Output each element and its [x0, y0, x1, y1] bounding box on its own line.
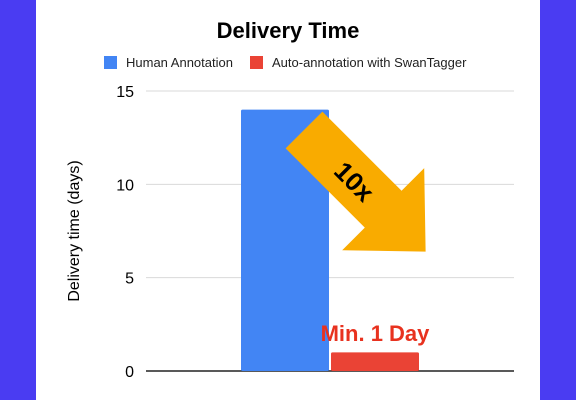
- annotations: 10x Min. 1 Day: [285, 111, 431, 346]
- legend-swatch-auto: [250, 56, 263, 69]
- y-axis-label: Delivery time (days): [66, 160, 83, 301]
- bar-human-annotation: [241, 109, 329, 372]
- y-tick-label: 10: [116, 177, 134, 194]
- legend-label-auto: Auto-annotation with SwanTagger: [272, 55, 467, 70]
- legend: Human Annotation Auto-annotation with Sw…: [104, 55, 467, 70]
- chart-panel: 0 5 10 15 10x Min. 1 Day Delivery Time Human…: [36, 0, 540, 400]
- legend-label-human: Human Annotation: [126, 55, 233, 70]
- y-tick-label: 5: [125, 271, 134, 288]
- min-delivery-callout: Min. 1 Day: [321, 321, 431, 346]
- delivery-time-chart: 0 5 10 15 10x Min. 1 Day Delivery Time Human…: [66, 18, 514, 381]
- legend-swatch-human: [104, 56, 117, 69]
- bars: [241, 109, 419, 372]
- y-tick-label: 15: [116, 84, 134, 101]
- arrow-shape: [285, 111, 426, 252]
- y-tick-label: 0: [125, 364, 134, 381]
- down-right-arrow-icon: 10x: [285, 111, 426, 252]
- chart-title: Delivery Time: [217, 18, 360, 43]
- bar-auto-annotation: [331, 352, 419, 371]
- y-axis-ticks: 0 5 10 15: [116, 84, 134, 381]
